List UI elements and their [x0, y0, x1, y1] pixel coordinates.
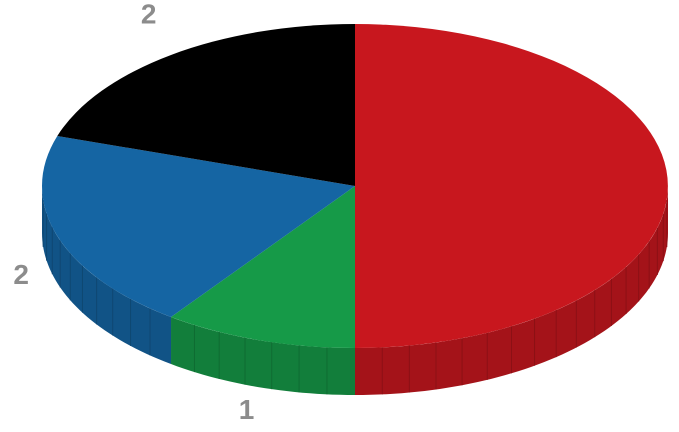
pie-slice-1	[355, 24, 668, 348]
pie-slice-4	[57, 23, 355, 186]
pie-slice-3	[42, 135, 355, 318]
pie-labels: 5122	[13, 0, 255, 425]
pie-slice-2	[171, 186, 355, 348]
pie-data-label-2: 1	[239, 394, 255, 425]
pie-slice-side-3	[42, 186, 172, 365]
pie-data-label-3: 2	[13, 259, 29, 290]
pie-sides	[42, 186, 668, 395]
pie-tops	[42, 23, 668, 348]
pie-slice-side-2	[171, 317, 355, 395]
pie-data-label-4: 2	[141, 0, 157, 29]
